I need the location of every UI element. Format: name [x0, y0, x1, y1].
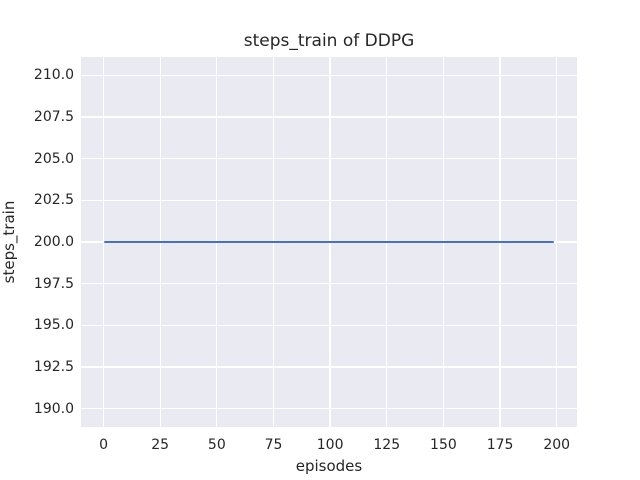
y-tick-label: 207.5 — [33, 109, 74, 125]
x-tick-label: 200 — [543, 437, 571, 453]
data-line-steps_train — [103, 241, 555, 243]
gridline-horizontal — [81, 408, 577, 410]
gridline-horizontal — [81, 366, 577, 368]
chart-title: steps_train of DDPG — [243, 31, 415, 51]
x-tick-label: 0 — [99, 437, 108, 453]
x-tick-label: 175 — [486, 437, 514, 453]
y-tick-label: 200.0 — [33, 234, 74, 250]
x-tick-label: 25 — [151, 437, 170, 453]
y-tick-label: 205.0 — [33, 150, 74, 167]
x-tick-label: 100 — [316, 437, 344, 453]
y-tick-label: 195.0 — [33, 317, 74, 334]
x-tick-label: 75 — [264, 437, 283, 453]
gridline-horizontal — [81, 324, 577, 326]
gridline-horizontal — [81, 158, 577, 160]
y-axis-label: steps_train — [0, 200, 18, 284]
x-tick-label: 125 — [373, 437, 401, 453]
y-tick-label: 202.5 — [33, 192, 74, 209]
gridline-vertical — [556, 57, 558, 427]
gridline-horizontal — [81, 199, 577, 201]
x-tick-label: 150 — [430, 437, 457, 453]
x-tick-label: 50 — [207, 437, 226, 453]
y-tick-label: 197.5 — [33, 275, 74, 292]
gridline-horizontal — [81, 283, 577, 285]
y-tick-label: 210.0 — [33, 67, 74, 84]
plot-area — [81, 57, 577, 427]
y-tick-label: 190.0 — [33, 400, 74, 417]
y-tick-label: 192.5 — [33, 359, 74, 375]
gridline-horizontal — [81, 116, 577, 118]
gridline-horizontal — [81, 74, 577, 76]
x-axis-label: episodes — [295, 457, 363, 475]
